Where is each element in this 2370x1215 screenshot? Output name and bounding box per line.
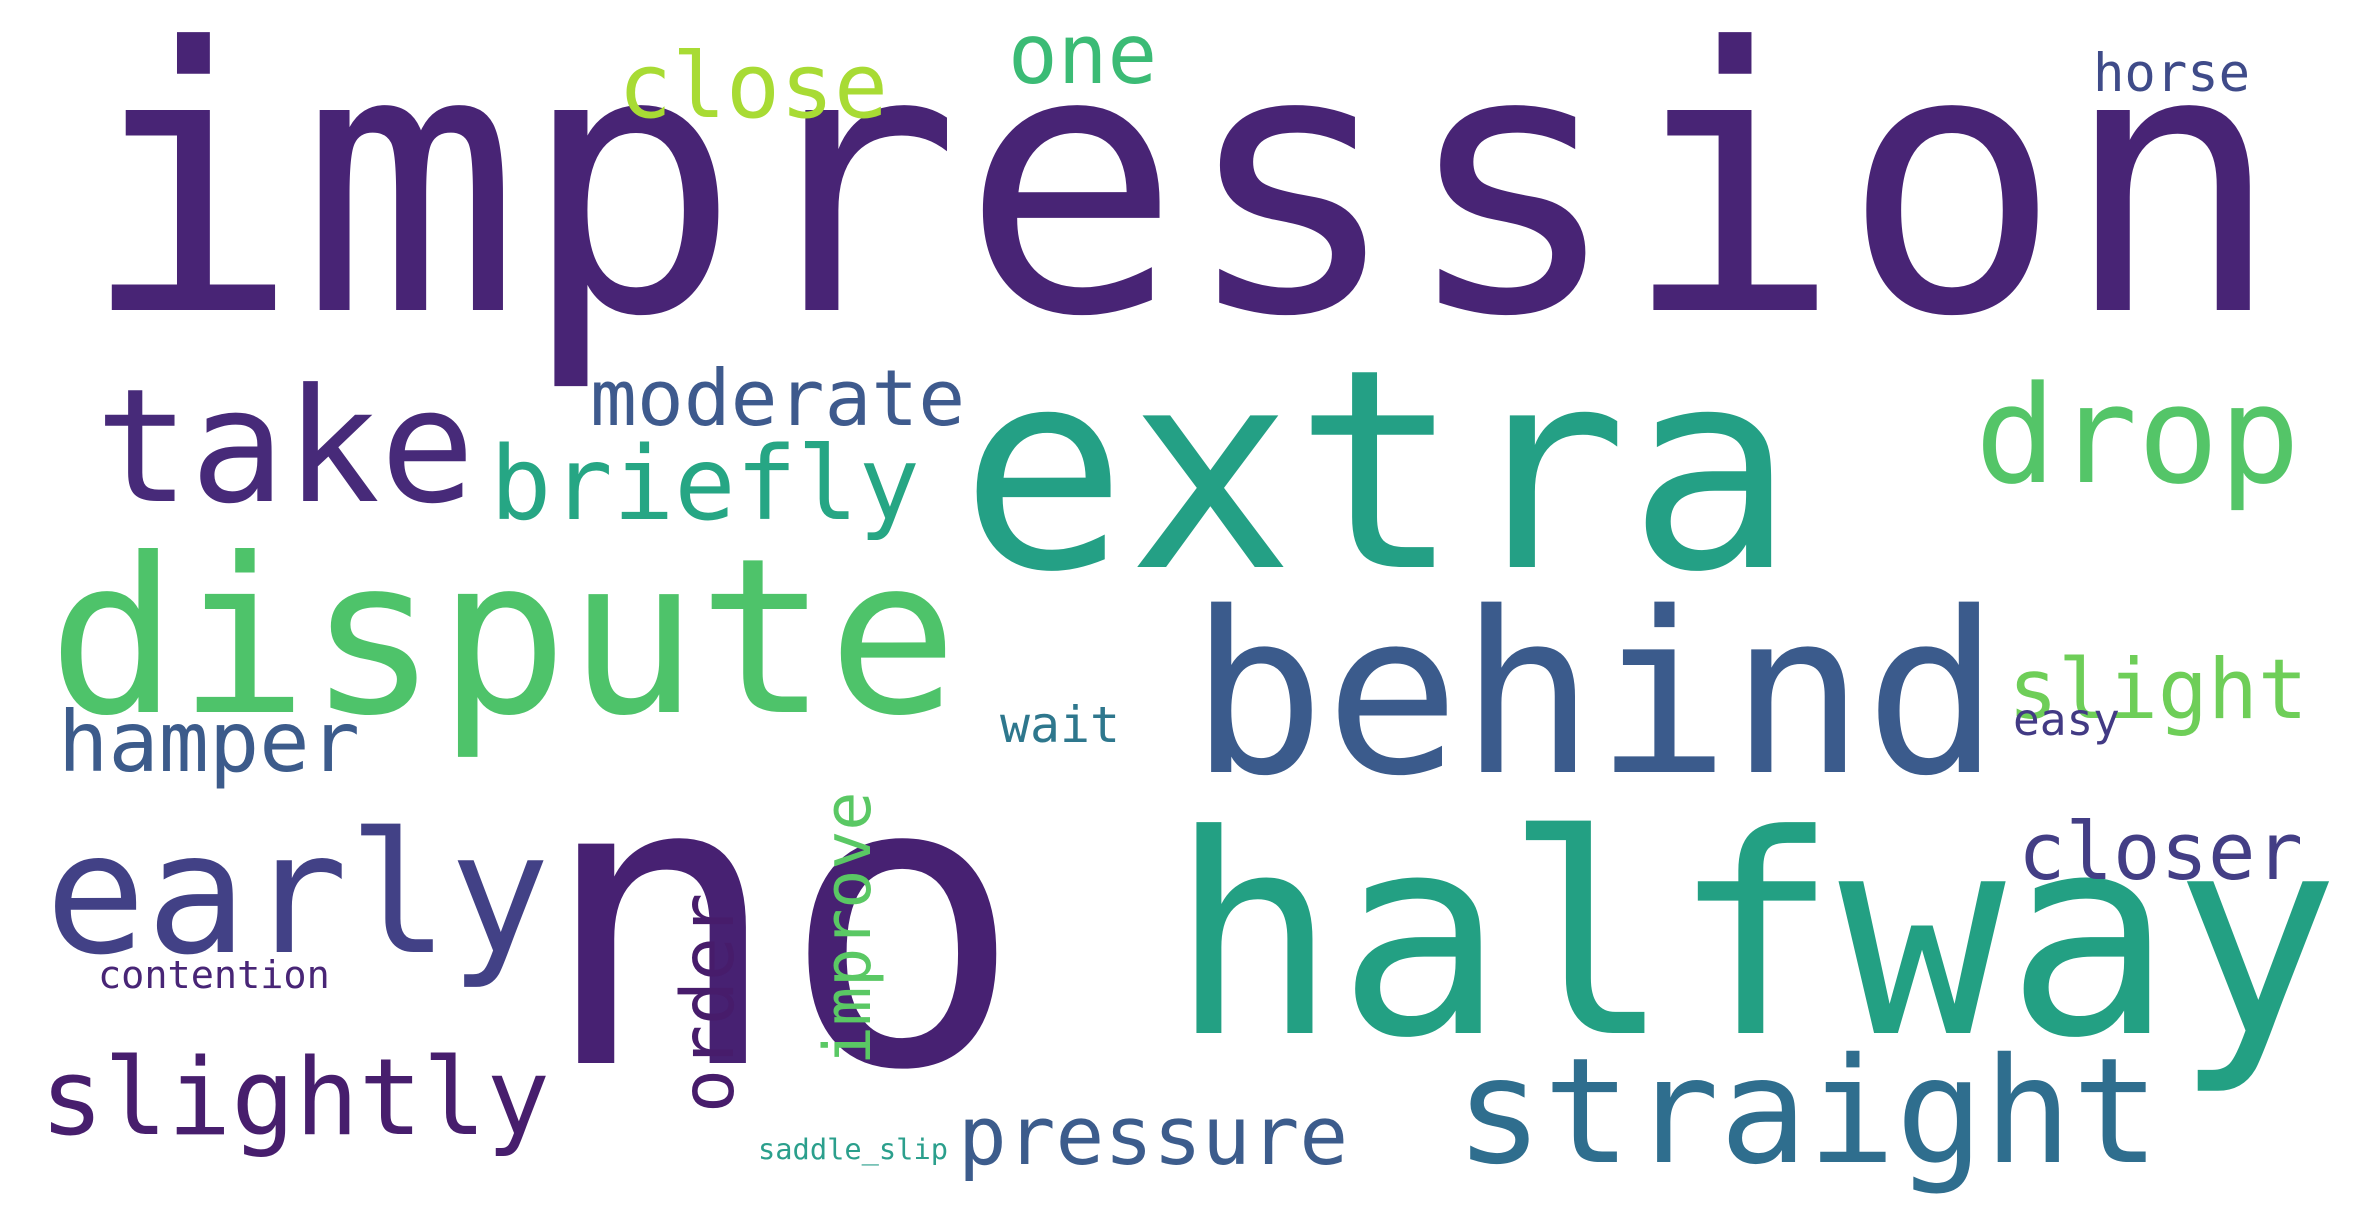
word-horse: horse bbox=[2093, 44, 2251, 105]
word-wait: wait bbox=[1000, 695, 1120, 754]
word-pressure: pressure bbox=[958, 1090, 1349, 1184]
word-hamper: hamper bbox=[58, 693, 360, 792]
word-moderate: moderate bbox=[590, 354, 966, 445]
word-straight: straight bbox=[1455, 1026, 2161, 1198]
word-dispute: dispute bbox=[48, 511, 958, 763]
word-take: take bbox=[95, 355, 476, 539]
word-improve: improve bbox=[811, 791, 886, 1065]
word-order: order bbox=[666, 892, 751, 1113]
word-halfway: halfway bbox=[1170, 775, 2340, 1099]
word-early: early bbox=[45, 796, 551, 993]
word-extra: extra bbox=[960, 310, 1795, 633]
word-close: close bbox=[618, 34, 888, 139]
word-one: one bbox=[1008, 6, 1158, 103]
word-no: no bbox=[540, 691, 1024, 1159]
word-drop: drop bbox=[1975, 356, 2301, 514]
word-behind: behind bbox=[1190, 563, 2000, 825]
word-slight: slight bbox=[2008, 641, 2308, 739]
word-contention: contention bbox=[98, 953, 330, 999]
word-briefly: briefly bbox=[490, 424, 920, 544]
word-saddle-slip: saddle_slip bbox=[758, 1131, 948, 1166]
word-impression: impression bbox=[80, 0, 2283, 398]
word-slightly: slightly bbox=[40, 1035, 551, 1159]
word-easy: easy bbox=[2013, 694, 2120, 746]
word-closer: closer bbox=[2018, 806, 2303, 899]
